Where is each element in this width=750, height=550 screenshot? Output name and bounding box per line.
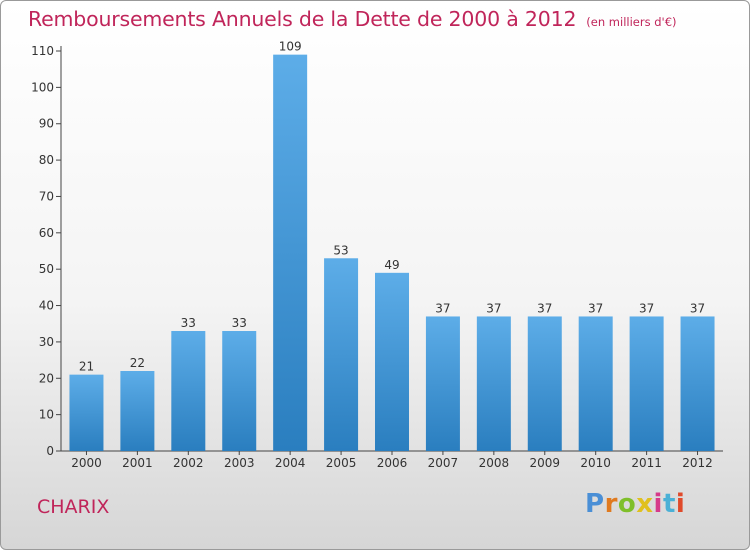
- bar-2004: [273, 54, 308, 452]
- commune-name: CHARIX: [37, 496, 110, 518]
- x-tick-label: 2003: [224, 456, 255, 470]
- chart-header: Remboursements Annuels de la Dette de 20…: [28, 7, 677, 31]
- bar-2002: [171, 331, 206, 451]
- bar-2010: [578, 316, 613, 451]
- data-label: 37: [537, 301, 552, 315]
- logo-letter: r: [604, 489, 618, 519]
- logo-letter: t: [662, 489, 676, 519]
- proxiti-logo: Proxiti: [585, 489, 685, 519]
- data-label: 37: [690, 301, 705, 315]
- y-tick-label: 100: [31, 80, 54, 94]
- x-tick-label: 2005: [326, 456, 357, 470]
- bar-2008: [476, 316, 511, 451]
- chart-title: Remboursements Annuels de la Dette de 20…: [28, 7, 577, 31]
- x-tick-label: 2004: [275, 456, 306, 470]
- x-tick-label: 2008: [479, 456, 510, 470]
- data-label: 53: [333, 243, 348, 257]
- x-tick-label: 2000: [71, 456, 102, 470]
- data-label: 49: [384, 258, 399, 272]
- data-label: 109: [279, 40, 302, 54]
- data-label: 33: [181, 316, 196, 330]
- y-tick-label: 110: [31, 44, 54, 58]
- y-tick-label: 30: [39, 335, 54, 349]
- data-label: 21: [79, 360, 94, 374]
- x-tick-label: 2007: [428, 456, 459, 470]
- logo-letter: i: [675, 489, 686, 519]
- data-label: 37: [639, 301, 654, 315]
- bar-2006: [375, 272, 409, 451]
- logo-letter: P: [585, 489, 605, 519]
- bar-2001: [120, 371, 155, 451]
- bar-2012: [680, 316, 715, 451]
- logo-letter: o: [617, 489, 637, 519]
- x-tick-label: 2009: [529, 456, 560, 470]
- bar-2009: [527, 316, 562, 451]
- y-tick-label: 0: [46, 444, 54, 458]
- x-tick-label: 2012: [682, 456, 713, 470]
- y-tick-label: 70: [39, 189, 54, 203]
- y-tick-label: 90: [39, 117, 54, 131]
- x-tick-label: 2001: [122, 456, 153, 470]
- x-tick-label: 2010: [580, 456, 611, 470]
- bar-chart: 0 10 20 30 40 50 60 70 80 90 100 110 21 2000 22 2001 33 2…: [31, 40, 723, 470]
- y-tick-label: 80: [39, 153, 54, 167]
- y-tick-label: 50: [39, 262, 54, 276]
- data-label: 37: [486, 301, 501, 315]
- logo-letter: i: [653, 489, 663, 519]
- bar-2007: [425, 316, 460, 451]
- bar-2003: [222, 331, 257, 451]
- bar-2011: [629, 316, 664, 451]
- y-tick-label: 10: [39, 408, 54, 422]
- x-tick-label: 2002: [173, 456, 204, 470]
- bar-2005: [324, 258, 359, 451]
- y-tick-label: 20: [39, 371, 54, 385]
- y-tick-label: 40: [39, 299, 54, 313]
- bar-2000: [69, 374, 104, 451]
- y-tick-label: 60: [39, 226, 54, 240]
- data-label: 33: [232, 316, 247, 330]
- chart-units: (en milliers d'€): [586, 15, 677, 29]
- x-tick-label: 2006: [377, 456, 408, 470]
- data-label: 37: [588, 301, 603, 315]
- data-label: 37: [435, 301, 450, 315]
- x-tick-label: 2011: [631, 456, 662, 470]
- logo-letter: x: [636, 489, 654, 519]
- data-label: 22: [130, 356, 145, 370]
